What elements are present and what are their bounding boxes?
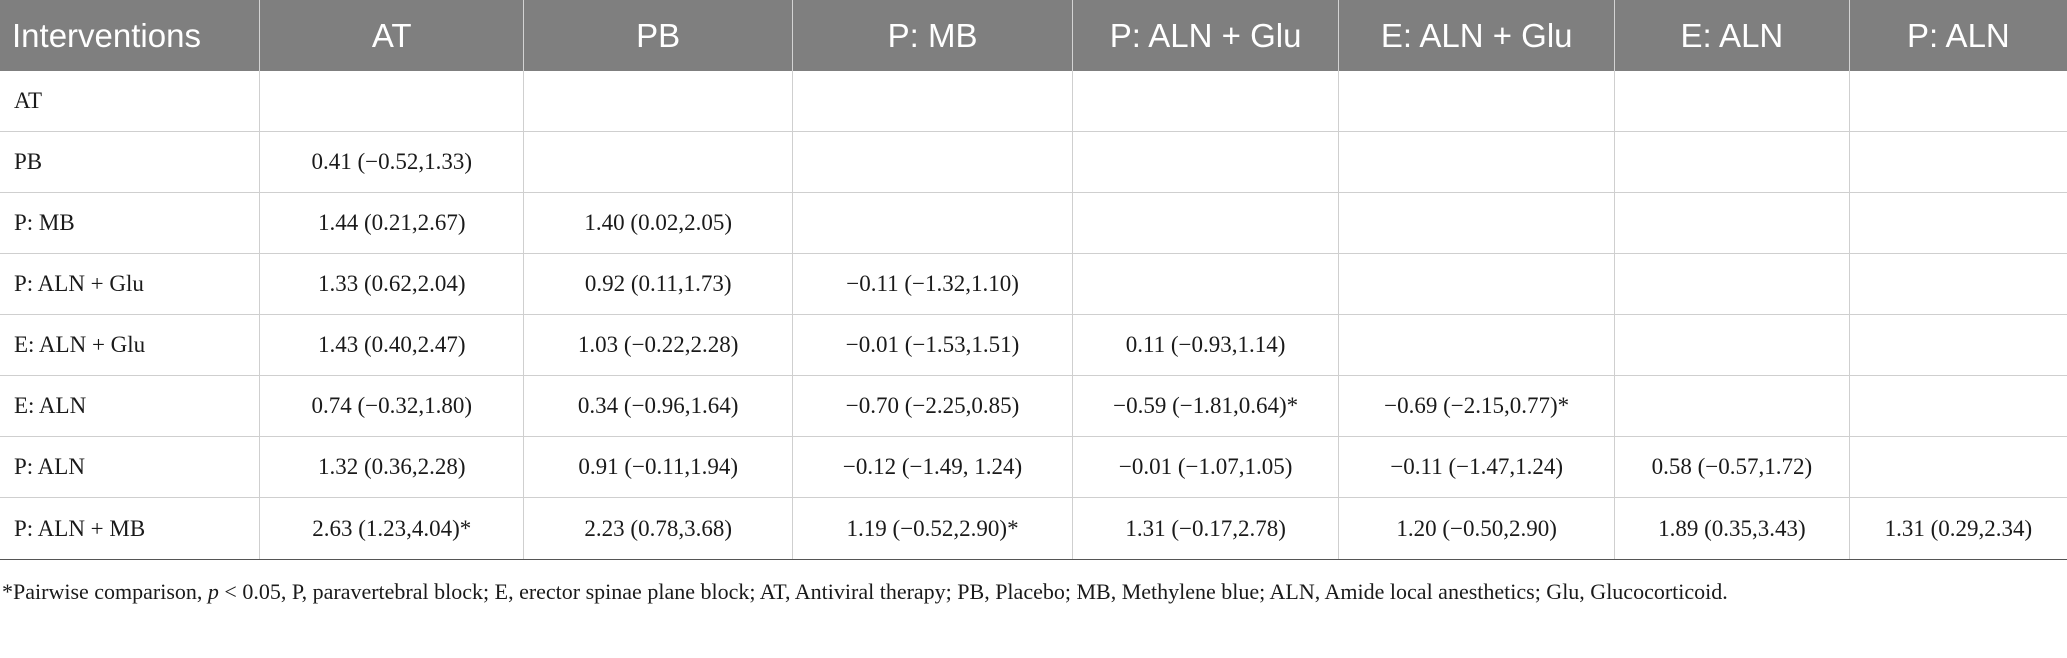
table-cell: 1.03 (−0.22,2.28) [523, 314, 794, 376]
table-cell: −0.59 (−1.81,0.64)* [1072, 375, 1340, 437]
footnote-text: < 0.05, P, paravertebral block; E, erect… [218, 579, 1728, 604]
row-label: P: ALN + MB [0, 497, 261, 560]
table-cell: 0.91 (−0.11,1.94) [523, 436, 794, 498]
table-cell: 0.41 (−0.52,1.33) [259, 131, 525, 193]
header-cell-at: AT [259, 0, 525, 71]
header-cell-interventions: Interventions [0, 0, 261, 71]
table-cell [1338, 314, 1616, 376]
table-cell: 1.33 (0.62,2.04) [259, 253, 525, 315]
header-cell-p-mb: P: MB [792, 0, 1073, 71]
table-row: E: ALN + Glu 1.43 (0.40,2.47) 1.03 (−0.2… [0, 314, 2067, 376]
table-body: AT PB 0.41 (−0.52,1.33) P: MB [0, 71, 2067, 560]
footnote-p-symbol: p [207, 579, 219, 604]
table-row: P: ALN + Glu 1.33 (0.62,2.04) 0.92 (0.11… [0, 253, 2067, 315]
table-cell [1614, 71, 1850, 132]
row-label: P: MB [0, 192, 261, 254]
table-cell [1338, 192, 1616, 254]
row-label: AT [0, 71, 261, 132]
table-cell: 2.63 (1.23,4.04)* [259, 497, 525, 560]
table-cell [259, 71, 525, 132]
table-cell [1849, 253, 2067, 315]
table-cell [1849, 375, 2067, 437]
table-cell [792, 192, 1073, 254]
table-row: P: ALN + MB 2.63 (1.23,4.04)* 2.23 (0.78… [0, 497, 2067, 560]
table-cell: 0.34 (−0.96,1.64) [523, 375, 794, 437]
table-cell: 1.19 (−0.52,2.90)* [792, 497, 1073, 560]
table-cell [792, 131, 1073, 193]
table-cell: −0.70 (−2.25,0.85) [792, 375, 1073, 437]
table-cell [1338, 71, 1616, 132]
table-cell: 1.31 (−0.17,2.78) [1072, 497, 1340, 560]
table-cell [1072, 253, 1340, 315]
table-cell [1614, 314, 1850, 376]
table-cell [1849, 131, 2067, 193]
table-row: P: ALN 1.32 (0.36,2.28) 0.91 (−0.11,1.94… [0, 436, 2067, 498]
table-cell: −0.11 (−1.47,1.24) [1338, 436, 1616, 498]
table-cell [1614, 131, 1850, 193]
table-cell [523, 71, 794, 132]
table-cell [1614, 253, 1850, 315]
table-cell: 2.23 (0.78,3.68) [523, 497, 794, 560]
header-row: Interventions AT PB P: MB P: ALN + Glu E… [0, 0, 2067, 71]
table-row: P: MB 1.44 (0.21,2.67) 1.40 (0.02,2.05) [0, 192, 2067, 254]
table-cell [1849, 436, 2067, 498]
table-cell: 1.32 (0.36,2.28) [259, 436, 525, 498]
table-cell [1072, 192, 1340, 254]
table-row: AT [0, 71, 2067, 132]
header-cell-p-aln: P: ALN [1849, 0, 2067, 71]
table-cell [523, 131, 794, 193]
row-label: P: ALN [0, 436, 261, 498]
table-cell: 1.89 (0.35,3.43) [1614, 497, 1850, 560]
table-cell [1849, 71, 2067, 132]
table-cell [792, 71, 1073, 132]
table-row: PB 0.41 (−0.52,1.33) [0, 131, 2067, 193]
table-footnote: *Pairwise comparison, p < 0.05, P, parav… [0, 576, 1922, 607]
table-cell [1614, 375, 1850, 437]
header-cell-pb: PB [523, 0, 794, 71]
table-cell: 0.74 (−0.32,1.80) [259, 375, 525, 437]
table-cell [1072, 131, 1340, 193]
table-header: Interventions AT PB P: MB P: ALN + Glu E… [0, 0, 2067, 71]
table-cell [1338, 131, 1616, 193]
row-label: E: ALN [0, 375, 261, 437]
footnote-prefix: *Pairwise comparison, [2, 579, 208, 604]
row-label: PB [0, 131, 261, 193]
table-cell [1072, 71, 1340, 132]
table-cell [1849, 314, 2067, 376]
table-cell: 0.92 (0.11,1.73) [523, 253, 794, 315]
header-cell-p-aln-glu: P: ALN + Glu [1072, 0, 1340, 71]
comparison-table-container: Interventions AT PB P: MB P: ALN + Glu E… [0, 0, 2067, 560]
table-cell: −0.01 (−1.53,1.51) [792, 314, 1073, 376]
table-cell: 1.43 (0.40,2.47) [259, 314, 525, 376]
table-cell: 1.44 (0.21,2.67) [259, 192, 525, 254]
table-cell: 1.20 (−0.50,2.90) [1338, 497, 1616, 560]
table-cell: 0.58 (−0.57,1.72) [1614, 436, 1850, 498]
table-cell [1849, 192, 2067, 254]
table-cell: 0.11 (−0.93,1.14) [1072, 314, 1340, 376]
table-cell: 1.40 (0.02,2.05) [523, 192, 794, 254]
row-label: P: ALN + Glu [0, 253, 261, 315]
table-cell [1338, 253, 1616, 315]
table-row: E: ALN 0.74 (−0.32,1.80) 0.34 (−0.96,1.6… [0, 375, 2067, 437]
header-cell-e-aln-glu: E: ALN + Glu [1338, 0, 1616, 71]
table-cell: −0.12 (−1.49, 1.24) [792, 436, 1073, 498]
table-cell [1614, 192, 1850, 254]
header-cell-e-aln: E: ALN [1614, 0, 1850, 71]
table-cell: −0.01 (−1.07,1.05) [1072, 436, 1340, 498]
pairwise-comparison-table: Interventions AT PB P: MB P: ALN + Glu E… [0, 0, 2067, 560]
table-cell: 1.31 (0.29,2.34) [1849, 497, 2067, 560]
table-cell: −0.11 (−1.32,1.10) [792, 253, 1073, 315]
row-label: E: ALN + Glu [0, 314, 261, 376]
table-cell: −0.69 (−2.15,0.77)* [1338, 375, 1616, 437]
